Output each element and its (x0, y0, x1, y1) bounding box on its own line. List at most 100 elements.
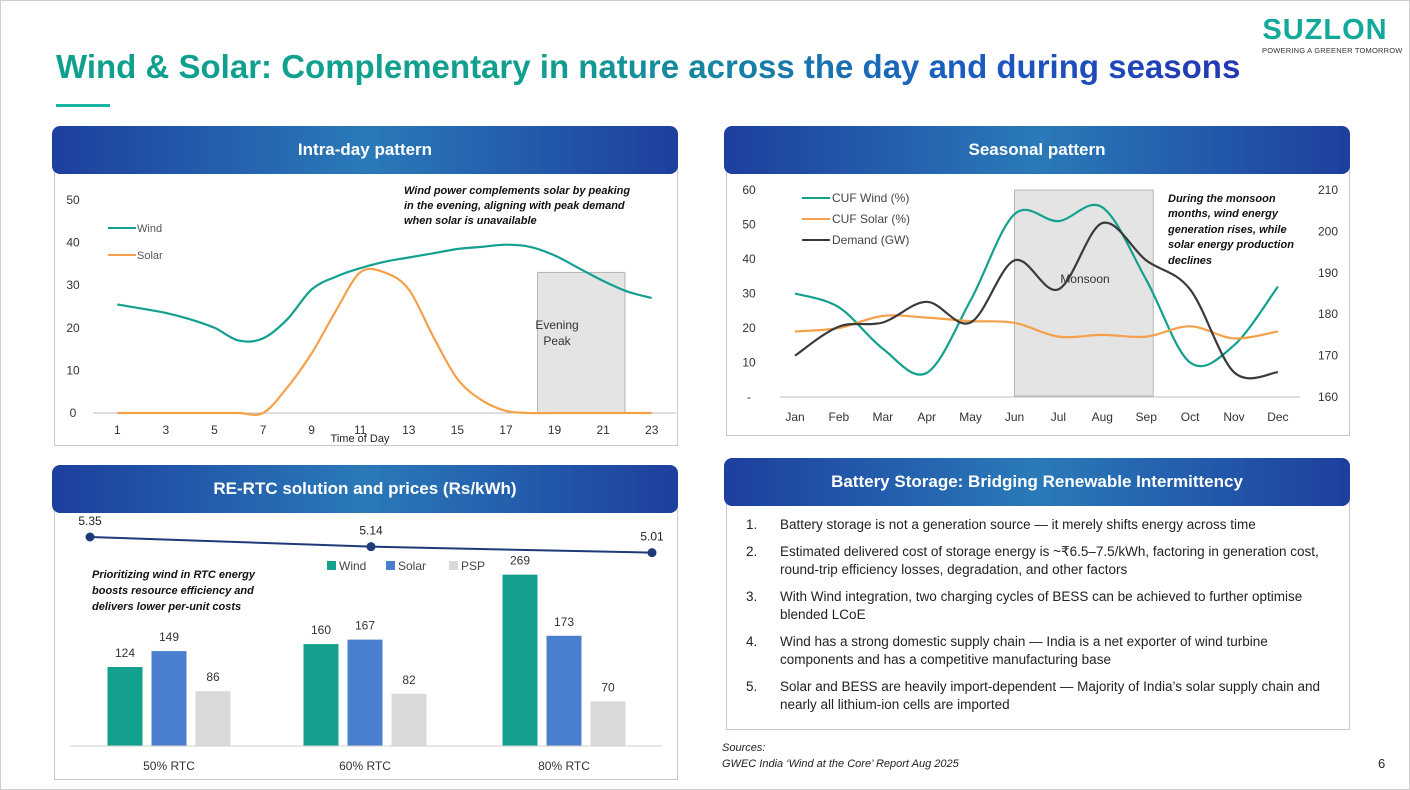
seasonal-y-tick: - (747, 390, 751, 404)
evening-peak-shade (537, 271, 626, 414)
battery-panel (726, 482, 1350, 730)
intraday-annotation-line-3: when solar is unavailable (404, 215, 537, 227)
seasonal-annotation-line-1: During the monsoon (1168, 193, 1276, 205)
seasonal-y2-tick: 190 (1318, 266, 1338, 280)
seasonal-y-tick: 40 (742, 252, 756, 266)
rtc-x-tick: 50% RTC (143, 759, 195, 773)
seasonal-x-tick: May (959, 410, 982, 424)
rtc-bar-psp (195, 691, 231, 746)
solar-line (117, 267, 652, 416)
seasonal-x-tick: Jul (1051, 410, 1066, 424)
intraday-y-tick: 0 (70, 406, 77, 420)
seasonal-x-tick: Nov (1223, 410, 1244, 424)
rtc-bar-solar (546, 635, 582, 746)
sources-label: Sources: (722, 742, 766, 754)
intraday-header: Intra-day pattern (52, 126, 678, 174)
intraday-x-tick: 11 (354, 423, 367, 437)
intraday-x-tick: 13 (402, 423, 416, 437)
seasonal-x-tick: Dec (1267, 410, 1288, 424)
seasonal-annotation-line-2: months, wind energy (1168, 208, 1279, 220)
rtc-annotation-line-1: Prioritizing wind in RTC energy (92, 569, 256, 581)
rtc-annotation-line-2: boosts resource efficiency and (92, 585, 254, 597)
legend-label-wind: Wind (137, 223, 162, 235)
evening-peak-label-2: Peak (543, 334, 571, 348)
rtc-price-point (85, 532, 95, 542)
sources-note: Sources: GWEC India ‘Wind at the Core’ R… (722, 740, 959, 772)
rtc-price-point (366, 542, 376, 552)
rtc-legend-swatch (386, 561, 395, 570)
intraday-x-tick: 21 (596, 423, 610, 437)
list-item: 2. Estimated delivered cost of storage en… (746, 544, 1319, 577)
rtc-price-label: 5.35 (78, 514, 102, 528)
page-number: 6 (1378, 756, 1386, 771)
intraday-annotation-line-2: in the evening, aligning with peak deman… (404, 200, 625, 212)
list-item: 5. Solar and BESS are heavily import-depe… (746, 679, 1321, 712)
rtc-bar-label: 86 (206, 670, 220, 684)
intraday-x-tick: 23 (645, 423, 659, 437)
logo-brand: SUZLON (1262, 14, 1388, 46)
intraday-y-tick: 20 (66, 321, 80, 335)
seasonal-legend-label: Demand (GW) (832, 233, 909, 247)
monsoon-shade (1014, 189, 1154, 397)
rtc-price-label: 5.01 (640, 530, 664, 544)
seasonal-x-tick: Aug (1092, 410, 1113, 424)
intraday-x-tick: 7 (260, 423, 267, 437)
seasonal-x-tick: Feb (829, 410, 850, 424)
rtc-bar-label: 70 (601, 680, 615, 694)
sources-text: GWEC India ‘Wind at the Core’ Report Aug… (722, 758, 959, 770)
seasonal-y2-tick: 180 (1318, 307, 1338, 321)
seasonal-y-tick: 60 (742, 183, 756, 197)
seasonal-legend-label: CUF Wind (%) (832, 191, 909, 205)
battery-header: Battery Storage: Bridging Renewable Inte… (724, 458, 1350, 506)
rtc-legend-swatch (449, 561, 458, 570)
rtc-bar-label: 269 (510, 554, 530, 568)
rtc-bar-solar (151, 651, 187, 746)
intraday-x-tick: 5 (211, 423, 218, 437)
seasonal-x-tick: Mar (872, 410, 893, 424)
intraday-x-tick: 19 (548, 423, 562, 437)
seasonal-y-tick: 10 (742, 356, 756, 370)
suzlon-logo: SUZLON POWERING A GREENER TOMORROW (1262, 14, 1403, 55)
rtc-bar-wind (303, 644, 339, 746)
rtc-bar-label: 173 (554, 615, 574, 629)
list-item: 3. With Wind integration, two charging cy… (746, 589, 1303, 622)
rtc-bar-label: 160 (311, 623, 331, 637)
evening-peak-rect (537, 271, 626, 414)
battery-list: 1. Battery storage is not a generation so… (738, 516, 1342, 723)
seasonal-series-line-2 (794, 221, 1279, 380)
seasonal-x-tick: Sep (1136, 410, 1158, 424)
rtc-legend-label: PSP (461, 559, 485, 573)
intraday-x-tick: 3 (163, 423, 170, 437)
seasonal-y2-tick: 210 (1318, 183, 1338, 197)
seasonal-y-tick: 50 (742, 218, 756, 232)
rtc-x-tick: 60% RTC (339, 759, 391, 773)
seasonal-annotation-line-4: solar energy production (1168, 239, 1294, 251)
seasonal-annotation-line-3: generation rises, while (1167, 224, 1287, 236)
rtc-legend-label: Wind (339, 559, 366, 573)
seasonal-y2-tick: 200 (1318, 224, 1338, 238)
intraday-x-tick: 9 (308, 423, 315, 437)
rtc-price-label: 5.14 (359, 524, 383, 538)
wind-line (117, 243, 652, 343)
seasonal-x-tick: Oct (1181, 410, 1200, 424)
rtc-bar-label: 149 (159, 630, 179, 644)
logo-tagline: POWERING A GREENER TOMORROW (1262, 46, 1403, 55)
seasonal-y2-tick: 170 (1318, 349, 1338, 363)
rtc-annotation-line-3: delivers lower per-unit costs (92, 601, 241, 613)
rtc-bar-wind (107, 667, 143, 746)
rtc-bar-solar (347, 639, 383, 746)
legend-label-solar: Solar (137, 250, 163, 262)
seasonal-series-line-1 (794, 314, 1279, 340)
seasonal-x-tick: Jun (1005, 410, 1024, 424)
rtc-bar-wind (502, 574, 538, 746)
rtc-bar-label: 167 (355, 619, 375, 633)
intraday-xlabel: Time of Day (331, 433, 390, 445)
seasonal-x-tick: Jan (785, 410, 804, 424)
seasonal-header: Seasonal pattern (724, 126, 1350, 174)
intraday-y-tick: 10 (66, 363, 80, 377)
rtc-bar-psp (391, 693, 427, 746)
intraday-x-tick: 17 (499, 423, 513, 437)
rtc-header: RE-RTC solution and prices (Rs/kWh) (52, 465, 678, 513)
